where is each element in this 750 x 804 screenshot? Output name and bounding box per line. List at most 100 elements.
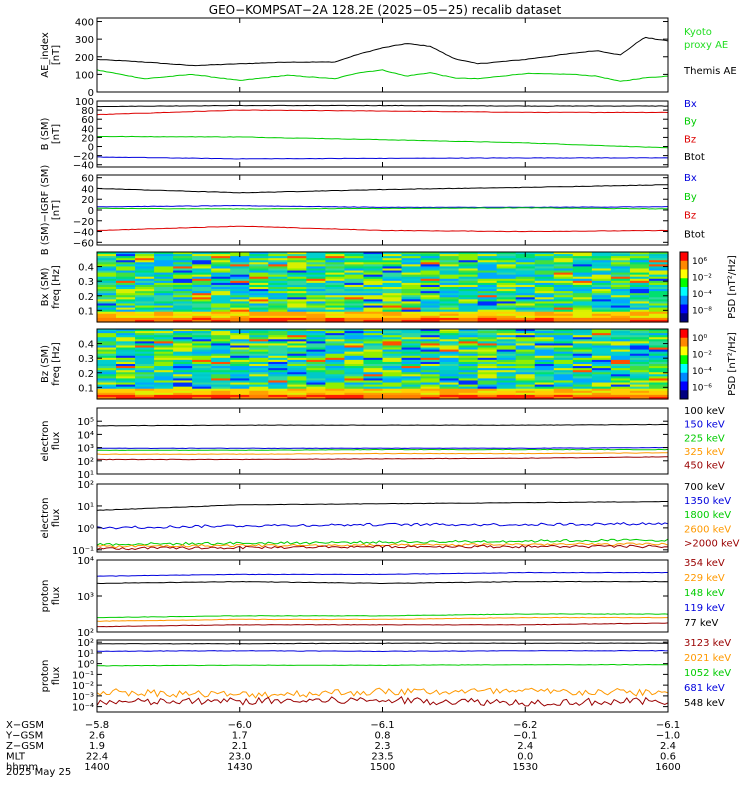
heatmap-cell [268, 359, 288, 363]
heatmap-cell [610, 317, 631, 321]
heatmap-cell [173, 293, 193, 296]
y-tick-label: 10² [77, 638, 94, 649]
axis-row-value: 2.4 [517, 741, 533, 752]
heatmap-cell [116, 272, 136, 276]
heatmap-cell [97, 252, 117, 255]
heatmap-cell [363, 260, 384, 263]
heatmap-cell [192, 276, 212, 280]
heatmap-cell [496, 264, 517, 268]
legend-entry: 2600 keV [684, 524, 731, 535]
heatmap-cell [287, 315, 307, 319]
heatmap-cell [344, 382, 365, 386]
heatmap-cell [534, 272, 555, 276]
heatmap-cell [439, 337, 460, 340]
heatmap-cell [306, 374, 326, 377]
heatmap-cell [325, 319, 346, 323]
heatmap-cell [401, 287, 422, 290]
y-tick-label: 0.4 [78, 340, 94, 351]
heatmap-cell [363, 370, 384, 373]
heatmap-cell [610, 289, 631, 292]
heatmap-cell [629, 374, 650, 377]
y-tick-label: −60 [73, 238, 94, 249]
heatmap-cell [477, 349, 498, 353]
heatmap-cell [325, 382, 346, 386]
heatmap-cell [97, 260, 117, 263]
heatmap-cell [135, 278, 155, 282]
heatmap-cell [553, 357, 574, 361]
heatmap-cell [116, 351, 136, 355]
heatmap-cell [496, 297, 517, 300]
heatmap-cell [458, 305, 479, 309]
heatmap-cell [591, 268, 612, 272]
series-line-elec1-1 [96, 446, 668, 450]
heatmap-cell [610, 335, 631, 338]
heatmap-cell [268, 368, 288, 371]
heatmap-cell [116, 309, 136, 313]
heatmap-cell [420, 351, 441, 355]
heatmap-cell [496, 339, 517, 342]
heatmap-cell [116, 293, 136, 296]
heatmap-cell [648, 353, 669, 357]
heatmap-cell [420, 313, 441, 317]
heatmap-cell [249, 380, 269, 384]
heatmap-cell [306, 317, 326, 321]
heatmap-cell [629, 278, 650, 282]
heatmap-cell [325, 297, 346, 300]
heatmap-cell [306, 353, 326, 357]
heatmap-cell [610, 264, 631, 268]
heatmap-cell [268, 313, 288, 317]
heatmap-cell [325, 380, 346, 384]
heatmap-cell [344, 284, 365, 288]
heatmap-cell [534, 364, 555, 367]
heatmap-cell [420, 390, 441, 394]
heatmap-cell [135, 289, 155, 292]
heatmap-cell [610, 270, 631, 274]
heatmap-cell [116, 295, 136, 298]
heatmap-cell [344, 386, 365, 390]
legend-entry: Bz [684, 134, 696, 145]
heatmap-cell [591, 355, 612, 359]
heatmap-cell [97, 394, 117, 398]
heatmap-cell [287, 260, 307, 263]
heatmap-cell [344, 299, 365, 303]
heatmap-cell [534, 359, 555, 363]
heatmap-cell [173, 380, 193, 384]
series-line-prot1-1 [96, 580, 669, 584]
axis-row-value: 0.6 [660, 752, 676, 763]
heatmap-cell [591, 280, 612, 284]
heatmap-cell [401, 380, 422, 384]
heatmap-cell [382, 303, 403, 307]
axis-row-value: 1430 [227, 762, 252, 773]
heatmap-cell [553, 386, 574, 390]
heatmap-cell [439, 368, 460, 371]
heatmap-cell [439, 372, 460, 375]
heatmap-cell [154, 252, 174, 255]
heatmap-cell [116, 291, 136, 294]
heatmap-cell [287, 289, 307, 292]
colorbar-segment [680, 364, 688, 374]
heatmap-cell [192, 386, 212, 390]
heatmap-cell [420, 309, 441, 313]
heatmap-cell [553, 392, 574, 396]
heatmap-cell [154, 359, 174, 363]
heatmap-cell [135, 392, 155, 396]
heatmap-cell [401, 357, 422, 361]
axis-row-name: Y−GSM [5, 731, 43, 742]
heatmap-cell [591, 329, 612, 332]
heatmap-cell [420, 396, 441, 400]
heatmap-cell [382, 284, 403, 288]
heatmap-cell [97, 311, 117, 315]
heatmap-cell [591, 274, 612, 278]
y-tick-label: 10¹ [77, 470, 94, 481]
heatmap-cell [211, 359, 231, 363]
heatmap-cell [249, 341, 269, 345]
y-tick-label: 0.1 [78, 306, 94, 317]
heatmap-cell [211, 289, 231, 292]
heatmap-cell [477, 366, 498, 369]
y-tick-label: 100 [75, 70, 94, 81]
heatmap-cell [629, 287, 650, 290]
heatmap-cell [211, 313, 231, 317]
heatmap-cell [420, 289, 441, 292]
heatmap-cell [610, 311, 631, 315]
heatmap-cell [154, 384, 174, 388]
